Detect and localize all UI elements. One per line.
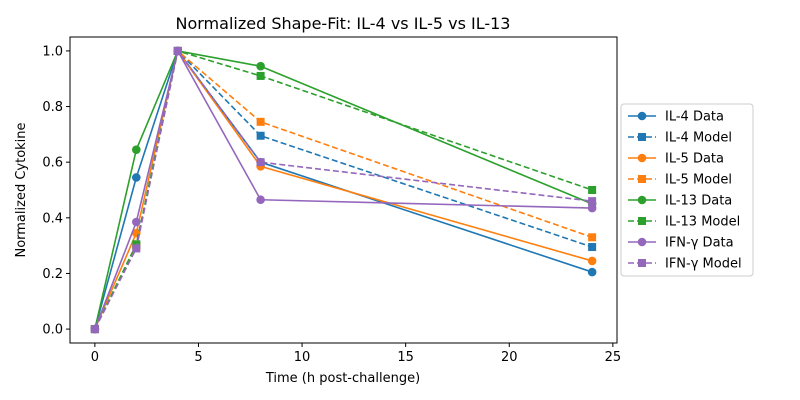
data-point: [173, 46, 182, 55]
legend-entry: IL-13 Data: [628, 194, 732, 209]
legend-label: IFN-γ Model: [665, 257, 742, 272]
data-point: [256, 71, 265, 80]
y-axis-title: Normalized Cytokine: [14, 122, 29, 257]
data-point: [587, 267, 597, 277]
legend-swatch-marker: [637, 153, 647, 163]
legend-entry: IFN-γ Model: [628, 257, 742, 272]
y-tick-label: 0.6: [42, 156, 63, 171]
data-point: [587, 203, 597, 213]
y-tick-label: 0.8: [42, 100, 63, 115]
y-tick-label: 0.4: [42, 211, 63, 226]
data-point: [588, 197, 597, 206]
x-axis: 0 5 10 15 20 25: [91, 343, 621, 365]
y-tick-label: 1.0: [42, 44, 63, 59]
legend-entry: IL-5 Model: [628, 173, 732, 188]
data-point: [588, 233, 597, 242]
legend-label: IL-4 Model: [665, 131, 732, 146]
legend-label: IL-4 Data: [665, 110, 724, 125]
legend-label: IL-13 Model: [665, 215, 740, 230]
y-axis: 0.0 0.2 0.4 0.6 0.8 1.0: [42, 44, 70, 338]
x-tick-label: 5: [194, 350, 202, 365]
legend-swatch-marker: [638, 217, 646, 225]
data-point: [256, 117, 265, 126]
legend-entry: IL-5 Data: [628, 152, 724, 167]
legend-label: IL-5 Model: [665, 173, 732, 188]
y-tick-label: 0.2: [42, 267, 63, 282]
legend-label: IFN-γ Data: [665, 236, 734, 251]
data-point: [256, 195, 265, 205]
legend-label: IL-13 Data: [665, 194, 732, 209]
legend-swatch-marker: [637, 195, 647, 205]
data-point: [256, 61, 265, 71]
y-tick-label: 0.0: [42, 323, 63, 338]
legend-label: IL-5 Data: [665, 152, 724, 167]
legend-swatch-marker: [637, 111, 647, 121]
x-tick-label: 25: [605, 350, 622, 365]
x-tick-label: 20: [501, 350, 518, 365]
data-point: [256, 158, 265, 167]
legend-swatch-marker: [637, 237, 647, 247]
data-point: [132, 244, 141, 253]
data-point: [588, 186, 597, 194]
legend-entry: IL-4 Data: [628, 110, 724, 125]
x-axis-title: Time (h post-challenge): [265, 371, 420, 386]
data-point: [587, 256, 597, 266]
legend-frame: [620, 103, 754, 277]
chart-title: Normalized Shape-Fit: IL-4 vs IL-5 vs IL…: [176, 14, 511, 33]
legend: IL-4 Data IL-4 Model IL-5 Data IL-5 Model IL…: [620, 103, 754, 277]
data-point: [132, 217, 141, 227]
data-point: [90, 325, 99, 334]
data-point: [132, 173, 141, 182]
x-tick-label: 10: [294, 350, 311, 365]
legend-entry: IFN-γ Data: [628, 236, 734, 251]
legend-swatch-marker: [638, 259, 646, 267]
legend-swatch-marker: [638, 175, 646, 183]
data-point: [132, 145, 141, 154]
series-ifn-model: [90, 46, 597, 334]
legend-entry: IL-13 Model: [628, 215, 740, 230]
legend-entry: IL-4 Model: [628, 131, 732, 146]
x-tick-label: 0: [91, 350, 99, 365]
data-point: [132, 240, 141, 249]
data-point: [256, 131, 265, 140]
x-tick-label: 15: [397, 350, 414, 365]
data-point: [588, 243, 597, 252]
plot-frame: [69, 36, 618, 344]
plot-area: [90, 46, 597, 334]
legend-swatch-marker: [638, 133, 646, 141]
